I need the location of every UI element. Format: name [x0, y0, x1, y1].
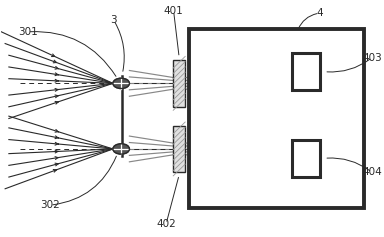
Text: 404: 404 — [362, 167, 382, 177]
Text: 302: 302 — [40, 200, 60, 210]
Text: 401: 401 — [164, 6, 184, 16]
Bar — [173, 126, 185, 172]
Circle shape — [113, 144, 129, 154]
Bar — [293, 53, 321, 90]
Text: 402: 402 — [156, 219, 176, 229]
Text: 403: 403 — [362, 53, 382, 63]
Circle shape — [113, 78, 129, 89]
Bar — [293, 140, 321, 177]
Text: 3: 3 — [110, 15, 117, 25]
Text: 301: 301 — [18, 27, 38, 37]
Text: 4: 4 — [316, 8, 323, 18]
Bar — [189, 29, 364, 208]
Bar — [173, 60, 185, 107]
